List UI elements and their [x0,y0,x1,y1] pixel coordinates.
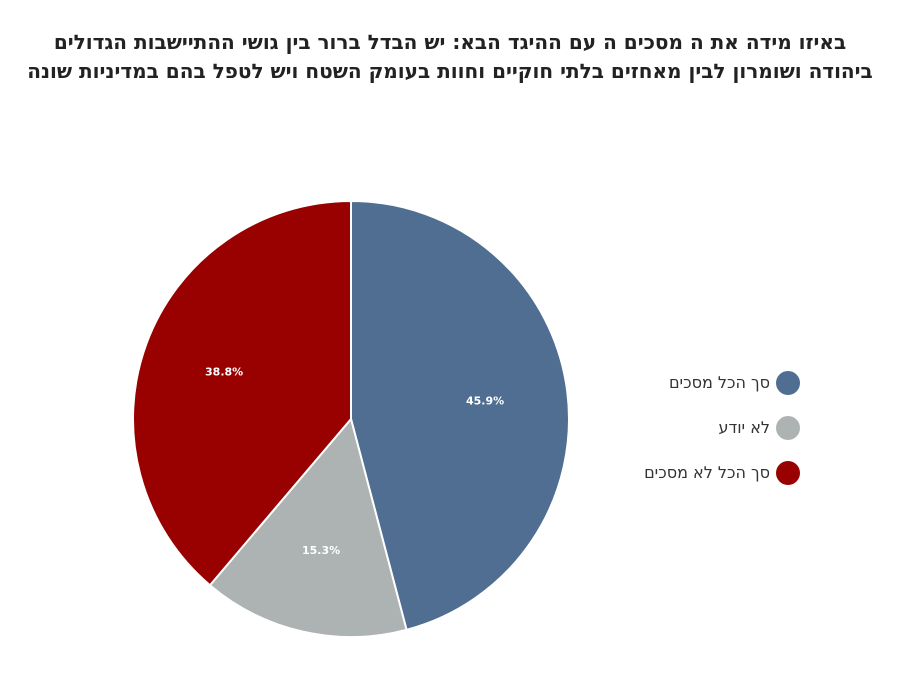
pie-slice-agree [350,199,570,632]
chart-legend: סך הכל מסכים לא יודע סך הכל לא מסכים [560,360,800,495]
slice-label-agree: 45.9% [466,395,504,408]
legend-item-disagree: סך הכל לא מסכים [560,450,800,495]
legend-item-agree: סך הכל מסכים [560,360,800,405]
chart-title: באיזו מידה את ה מסכים ה עם ההיגד הבא: יש… [27,30,873,83]
legend-item-dont-know: לא יודע [560,405,800,450]
legend-swatch-disagree [776,460,800,485]
pie-slice-labels: 45.9% 15.3% 38.8% [205,365,504,556]
slice-label-dont-know: 15.3% [302,544,340,557]
legend-label-dont-know: לא יודע [718,418,770,437]
legend-label-agree: סך הכל מסכים [668,373,770,392]
legend-label-disagree: סך הכל לא מסכים [644,463,770,482]
legend-swatch-agree [776,370,800,395]
pie-slice-dont-know [208,416,408,638]
legend-swatch-dont-know [776,415,800,440]
pie-slices [132,199,570,638]
slice-label-disagree: 38.8% [205,365,243,378]
pie-slice-disagree [132,199,352,587]
